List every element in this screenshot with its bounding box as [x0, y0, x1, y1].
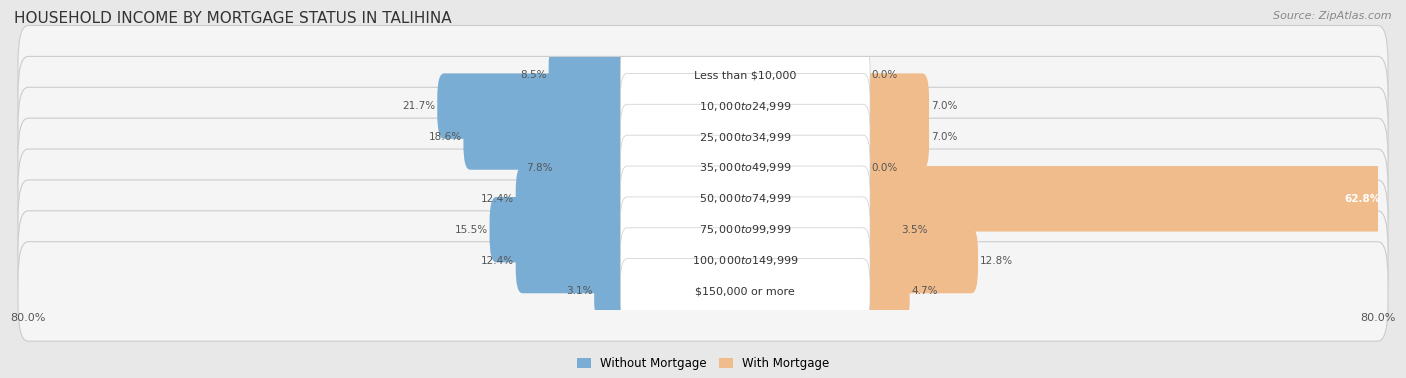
Text: 7.8%: 7.8% [526, 163, 553, 173]
Text: HOUSEHOLD INCOME BY MORTGAGE STATUS IN TALIHINA: HOUSEHOLD INCOME BY MORTGAGE STATUS IN T… [14, 11, 451, 26]
FancyBboxPatch shape [620, 73, 870, 139]
FancyBboxPatch shape [18, 211, 1388, 310]
FancyBboxPatch shape [620, 104, 870, 170]
Text: Source: ZipAtlas.com: Source: ZipAtlas.com [1274, 11, 1392, 21]
FancyBboxPatch shape [516, 228, 634, 293]
FancyBboxPatch shape [18, 87, 1388, 187]
FancyBboxPatch shape [620, 228, 870, 293]
Text: $10,000 to $24,999: $10,000 to $24,999 [699, 100, 792, 113]
Text: $75,000 to $99,999: $75,000 to $99,999 [699, 223, 792, 236]
FancyBboxPatch shape [620, 197, 870, 262]
FancyBboxPatch shape [18, 149, 1388, 248]
FancyBboxPatch shape [856, 259, 910, 324]
FancyBboxPatch shape [18, 242, 1388, 341]
FancyBboxPatch shape [595, 259, 634, 324]
FancyBboxPatch shape [437, 73, 634, 139]
FancyBboxPatch shape [856, 73, 929, 139]
Text: $100,000 to $149,999: $100,000 to $149,999 [692, 254, 799, 267]
Text: $150,000 or more: $150,000 or more [696, 287, 794, 296]
Text: 15.5%: 15.5% [454, 225, 488, 235]
Text: 18.6%: 18.6% [429, 132, 461, 142]
FancyBboxPatch shape [554, 135, 634, 201]
Text: 12.8%: 12.8% [980, 256, 1012, 265]
FancyBboxPatch shape [18, 118, 1388, 218]
Text: 21.7%: 21.7% [402, 101, 436, 111]
Text: 12.4%: 12.4% [481, 256, 515, 265]
FancyBboxPatch shape [516, 166, 634, 231]
Text: $35,000 to $49,999: $35,000 to $49,999 [699, 161, 792, 174]
FancyBboxPatch shape [18, 180, 1388, 279]
Text: $50,000 to $74,999: $50,000 to $74,999 [699, 192, 792, 205]
Text: 8.5%: 8.5% [520, 70, 547, 80]
FancyBboxPatch shape [856, 228, 979, 293]
Text: Less than $10,000: Less than $10,000 [695, 70, 796, 80]
Text: 62.8%: 62.8% [1344, 194, 1381, 204]
Text: 7.0%: 7.0% [931, 132, 957, 142]
FancyBboxPatch shape [620, 259, 870, 324]
FancyBboxPatch shape [620, 135, 870, 201]
FancyBboxPatch shape [18, 56, 1388, 156]
FancyBboxPatch shape [18, 25, 1388, 125]
Text: 3.1%: 3.1% [567, 287, 592, 296]
FancyBboxPatch shape [489, 197, 634, 262]
Text: 4.7%: 4.7% [911, 287, 938, 296]
FancyBboxPatch shape [620, 166, 870, 231]
FancyBboxPatch shape [464, 104, 634, 170]
FancyBboxPatch shape [548, 42, 634, 108]
Text: $25,000 to $34,999: $25,000 to $34,999 [699, 130, 792, 144]
Text: 7.0%: 7.0% [931, 101, 957, 111]
Text: 0.0%: 0.0% [872, 163, 898, 173]
FancyBboxPatch shape [620, 42, 870, 108]
Legend: Without Mortgage, With Mortgage: Without Mortgage, With Mortgage [572, 353, 834, 375]
FancyBboxPatch shape [856, 197, 900, 262]
Text: 0.0%: 0.0% [872, 70, 898, 80]
Text: 12.4%: 12.4% [481, 194, 515, 204]
FancyBboxPatch shape [856, 166, 1400, 231]
Text: 3.5%: 3.5% [901, 225, 928, 235]
FancyBboxPatch shape [856, 104, 929, 170]
